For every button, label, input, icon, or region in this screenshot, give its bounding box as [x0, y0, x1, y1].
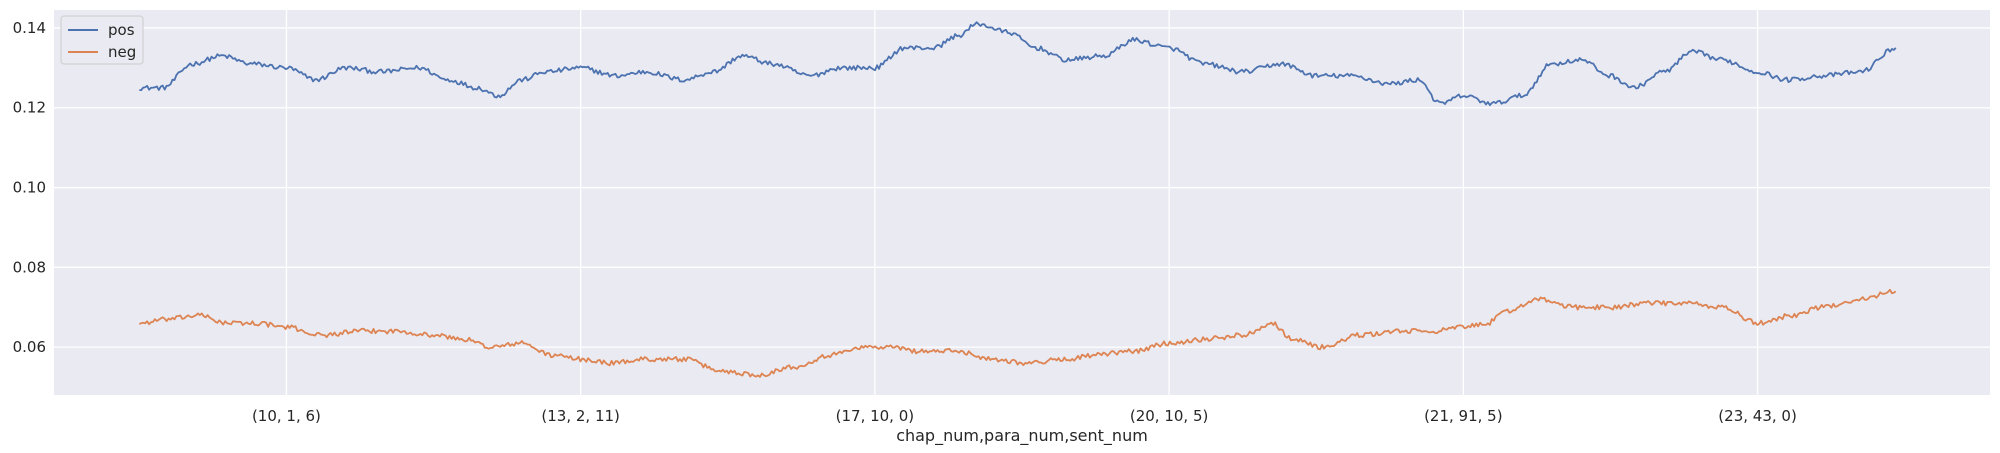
y-tick-label: 0.12 — [13, 99, 46, 117]
series-layer — [138, 21, 1897, 378]
y-tick-label: 0.10 — [13, 179, 46, 197]
x-tick-label: (13, 2, 11) — [541, 407, 620, 425]
x-tick-label: (20, 10, 5) — [1130, 407, 1209, 425]
x-tick-label: (23, 43, 0) — [1718, 407, 1797, 425]
grid-lines — [54, 10, 1990, 395]
x-axis-label: chap_num,para_num,sent_num — [896, 426, 1148, 446]
series-line-pos — [139, 21, 1897, 107]
y-tick-label: 0.08 — [13, 258, 46, 276]
y-tick-label: 0.06 — [13, 338, 46, 356]
x-tick-label: (17, 10, 0) — [836, 407, 915, 425]
y-tick-label: 0.14 — [13, 19, 46, 37]
x-tick-label: (10, 1, 6) — [252, 407, 321, 425]
legend-label-pos: pos — [108, 21, 135, 39]
legend: pos neg — [60, 15, 144, 65]
series-line-neg — [138, 288, 1897, 378]
tick-labels: 0.06 0.08 0.10 0.12 0.14 (10, 1, 6) (13, 2, 11… — [13, 19, 1797, 425]
legend-label-neg: neg — [108, 43, 136, 61]
x-tick-label: (21, 91, 5) — [1424, 407, 1503, 425]
